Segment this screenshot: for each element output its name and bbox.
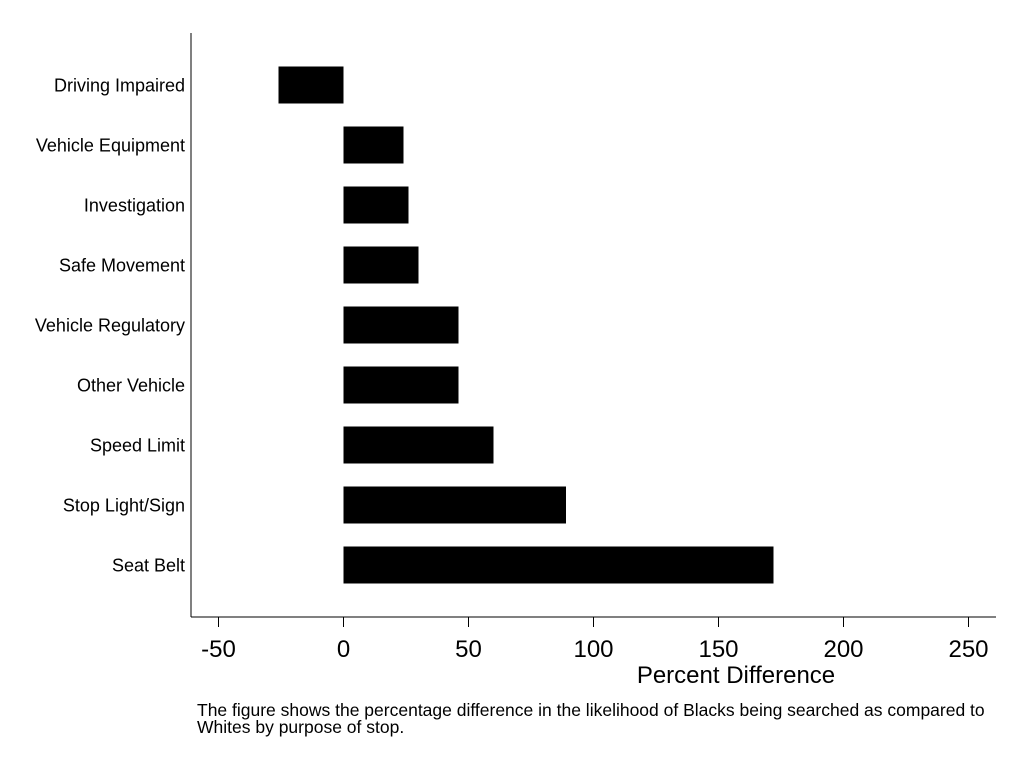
x-tick-label: 250 [948, 636, 988, 663]
x-tick-label: 50 [455, 636, 482, 663]
x-tick-label: -50 [201, 636, 236, 663]
bar-seat-belt [343, 546, 774, 584]
bar-safe-movement [343, 246, 419, 284]
category-label: Safe Movement [59, 256, 185, 276]
category-label: Vehicle Equipment [36, 136, 185, 156]
bar-chart: Driving Impaired Vehicle Equipment Investi… [35, 33, 996, 689]
bars-group [278, 66, 774, 584]
category-label: Driving Impaired [54, 76, 185, 96]
category-label: Vehicle Regulatory [35, 316, 185, 336]
bar-investigation [343, 186, 409, 224]
bar-driving-impaired [278, 66, 344, 104]
category-label: Other Vehicle [77, 376, 185, 396]
figure-note: The figure shows the percentage differen… [197, 700, 985, 737]
category-label: Stop Light/Sign [63, 496, 185, 516]
bar-vehicle-equipment [343, 126, 404, 164]
bar-vehicle-regulatory [343, 306, 459, 344]
bar-speed-limit [343, 426, 494, 464]
x-ticks-group: -50 0 50 100 150 200 250 [201, 617, 989, 663]
x-axis-title: Percent Difference [637, 662, 835, 689]
x-tick-label: 100 [573, 636, 613, 663]
x-tick-label: 150 [698, 636, 738, 663]
category-label: Seat Belt [112, 556, 185, 576]
x-tick-label: 0 [337, 636, 350, 663]
category-labels-group: Driving Impaired Vehicle Equipment Investi… [35, 76, 185, 576]
category-label: Speed Limit [90, 436, 185, 456]
category-label: Investigation [84, 196, 185, 216]
bar-stop-light-sign [343, 486, 566, 524]
x-tick-label: 200 [823, 636, 863, 663]
bar-other-vehicle [343, 366, 459, 404]
